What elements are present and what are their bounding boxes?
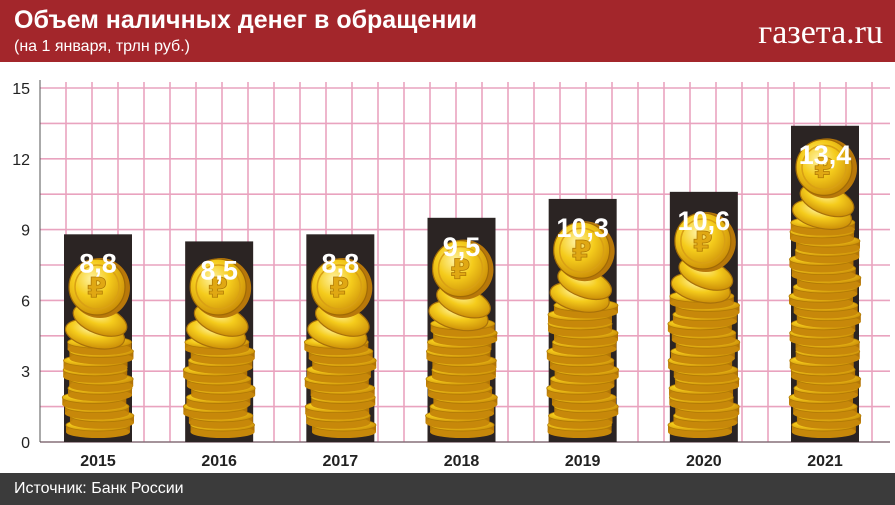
svg-text:₽: ₽: [693, 225, 712, 258]
value-label-2016: 8,5: [200, 255, 238, 285]
footer-bar: Источник: Банк России: [0, 473, 895, 505]
svg-text:₽: ₽: [814, 151, 833, 184]
svg-text:₽: ₽: [451, 253, 470, 286]
chart-subtitle: (на 1 января, трлн руб.): [14, 38, 190, 55]
y-tick-label: 6: [21, 293, 30, 310]
bar-chart: 0 3 6 9 12 15 ₽ ₽ ₽ ₽ ₽ ₽ ₽ 8,8 2015 8,5 2016 8,8 2017 9,…: [12, 80, 890, 470]
svg-text:₽: ₽: [330, 271, 349, 304]
x-tick-label-2019: 2019: [565, 453, 601, 470]
value-label-2019: 10,3: [556, 213, 609, 243]
header-bar: Объем наличных денег в обращении (на 1 я…: [0, 0, 895, 62]
y-tick-label: 12: [12, 152, 30, 169]
x-tick-label-2017: 2017: [323, 453, 359, 470]
value-label-2021: 13,4: [799, 140, 852, 170]
brand-logo: газета.ru: [758, 14, 883, 51]
x-tick-label-2018: 2018: [444, 453, 480, 470]
coin-stack-2020: ₽: [667, 212, 741, 439]
value-label-2017: 8,8: [322, 248, 360, 278]
svg-text:₽: ₽: [87, 271, 106, 304]
y-tick-label: 3: [21, 364, 30, 381]
coin-stack-2021: ₽: [788, 138, 862, 439]
value-label-2018: 9,5: [443, 232, 481, 262]
coin-stack-2016: ₽: [182, 258, 256, 439]
value-label-2015: 8,8: [79, 248, 117, 278]
coin-stack-2019: ₽: [546, 221, 620, 439]
x-tick-label-2020: 2020: [686, 453, 722, 470]
coins-layer: ₽ ₽ ₽ ₽ ₽ ₽ ₽: [61, 138, 862, 439]
value-label-2020: 10,6: [678, 206, 731, 236]
svg-text:₽: ₽: [572, 234, 591, 267]
y-tick-label: 0: [21, 435, 30, 452]
coin-stack-2018: ₽: [425, 239, 498, 439]
labels-layer: 8,8 2015 8,5 2016 8,8 2017 9,5 2018 10,3 2019 10,6…: [79, 140, 851, 470]
chart-title: Объем наличных денег в обращении: [14, 6, 478, 34]
x-tick-label-2021: 2021: [807, 453, 843, 470]
x-tick-label-2016: 2016: [201, 453, 237, 470]
coin-stack-2017: ₽: [303, 258, 377, 439]
y-tick-label: 9: [21, 223, 30, 240]
source-note: Источник: Банк России: [14, 480, 184, 497]
coin-stack-2015: ₽: [61, 258, 135, 439]
x-tick-label-2015: 2015: [80, 453, 116, 470]
svg-text:₽: ₽: [208, 271, 227, 304]
y-tick-label: 15: [12, 81, 30, 98]
